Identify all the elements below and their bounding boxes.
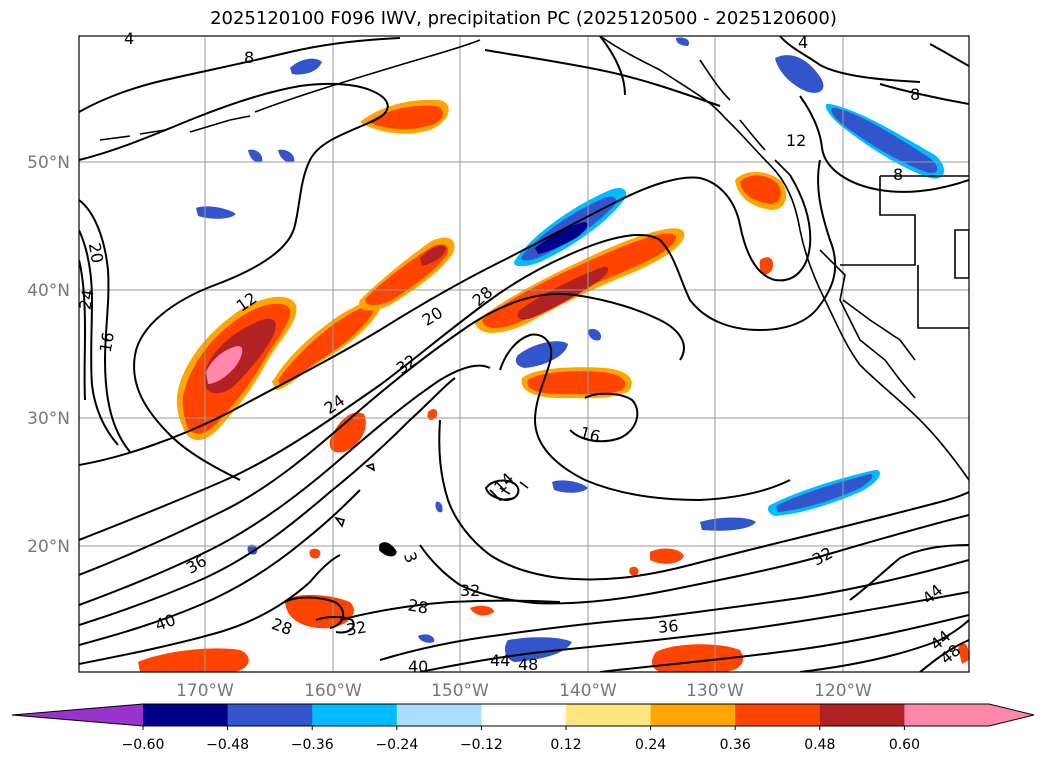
coastline bbox=[99, 36, 969, 557]
colorbar-segment bbox=[143, 704, 229, 726]
colorbar-tick-label: −0.48 bbox=[206, 737, 249, 753]
contour-label: 8 bbox=[893, 165, 903, 184]
contour-label: 8 bbox=[244, 48, 254, 67]
longitude-labels: 170°W 160°W 150°W 140°W 130°W 120°W bbox=[176, 681, 872, 701]
lon-label: 170°W bbox=[176, 681, 234, 701]
colorbar-segment bbox=[481, 704, 567, 726]
colorbar-tick-label: −0.60 bbox=[122, 737, 165, 753]
precip-positive-8 bbox=[138, 257, 969, 672]
lat-label: 40°N bbox=[27, 281, 70, 301]
colorbar: −0.60 −0.48 −0.36 −0.24 −0.12 0.12 0.24 0.36 0.4… bbox=[11, 703, 1035, 753]
lon-label: 120°W bbox=[814, 681, 872, 701]
contour-label: 36 bbox=[657, 616, 679, 637]
colorbar-segment bbox=[819, 704, 905, 726]
contour-label: 24 bbox=[75, 288, 97, 311]
lat-label: 50°N bbox=[27, 153, 70, 173]
contour-label: 16 bbox=[96, 331, 118, 354]
contour-label: 32 bbox=[460, 581, 480, 600]
colorbar-extend-high bbox=[989, 704, 1034, 726]
colorbar-tick-label: 0.24 bbox=[635, 737, 666, 753]
colorbar-tick-label: −0.12 bbox=[460, 737, 503, 753]
colorbar-tick-label: 0.36 bbox=[720, 737, 751, 753]
colorbar-tick-label: 0.60 bbox=[889, 737, 920, 753]
iwv-contours bbox=[79, 36, 969, 672]
contour-label: 12 bbox=[786, 131, 806, 150]
precip-negative-1 bbox=[514, 187, 627, 267]
colorbar-tick-label: −0.36 bbox=[291, 737, 334, 753]
map-frame bbox=[78, 35, 970, 673]
contour-label: 32 bbox=[345, 617, 368, 639]
contour-label: 4 bbox=[124, 29, 134, 48]
graticule bbox=[79, 36, 969, 672]
lon-label: 150°W bbox=[431, 681, 489, 701]
colorbar-segment bbox=[227, 704, 313, 726]
lat-label: 20°N bbox=[27, 537, 70, 557]
precip-negative-2 bbox=[825, 103, 945, 179]
colorbar-tick-label: 0.12 bbox=[550, 737, 581, 753]
colorbar-extend-low bbox=[12, 704, 143, 726]
contour-label: 4 bbox=[798, 33, 808, 52]
lon-label: 130°W bbox=[686, 681, 744, 701]
contour-label: 20 bbox=[85, 241, 107, 264]
colorbar-segment bbox=[650, 704, 736, 726]
contour-label: 44 bbox=[490, 651, 510, 670]
colorbar-segment bbox=[904, 704, 990, 726]
contour-label: 16 bbox=[578, 423, 603, 447]
precip-negative-3 bbox=[196, 37, 880, 662]
lon-label: 160°W bbox=[304, 681, 362, 701]
precip-positive-7 bbox=[360, 99, 449, 134]
colorbar-segment bbox=[735, 704, 821, 726]
precip-positive-5 bbox=[521, 367, 632, 399]
map-title: 2025120100 F096 IWV, precipitation PC (2… bbox=[210, 8, 837, 29]
latitude-labels: 50°N 40°N 30°N 20°N bbox=[27, 153, 70, 557]
colorbar-tick-label: −0.24 bbox=[375, 737, 418, 753]
colorbar-tick-label: 0.48 bbox=[804, 737, 835, 753]
contour-label: 28 bbox=[406, 595, 429, 617]
lat-label: 30°N bbox=[27, 409, 70, 429]
contour-label: 40 bbox=[408, 657, 428, 676]
contour-label: 8 bbox=[910, 85, 920, 104]
precip-positive-1 bbox=[176, 296, 297, 440]
contour-label: 48 bbox=[518, 655, 538, 674]
precip-positive-2 bbox=[272, 298, 383, 390]
colorbar-segment bbox=[312, 704, 398, 726]
precip-positive-6 bbox=[735, 171, 787, 210]
lon-label: 140°W bbox=[559, 681, 617, 701]
colorbar-segment bbox=[396, 704, 482, 726]
colorbar-segment bbox=[566, 704, 652, 726]
